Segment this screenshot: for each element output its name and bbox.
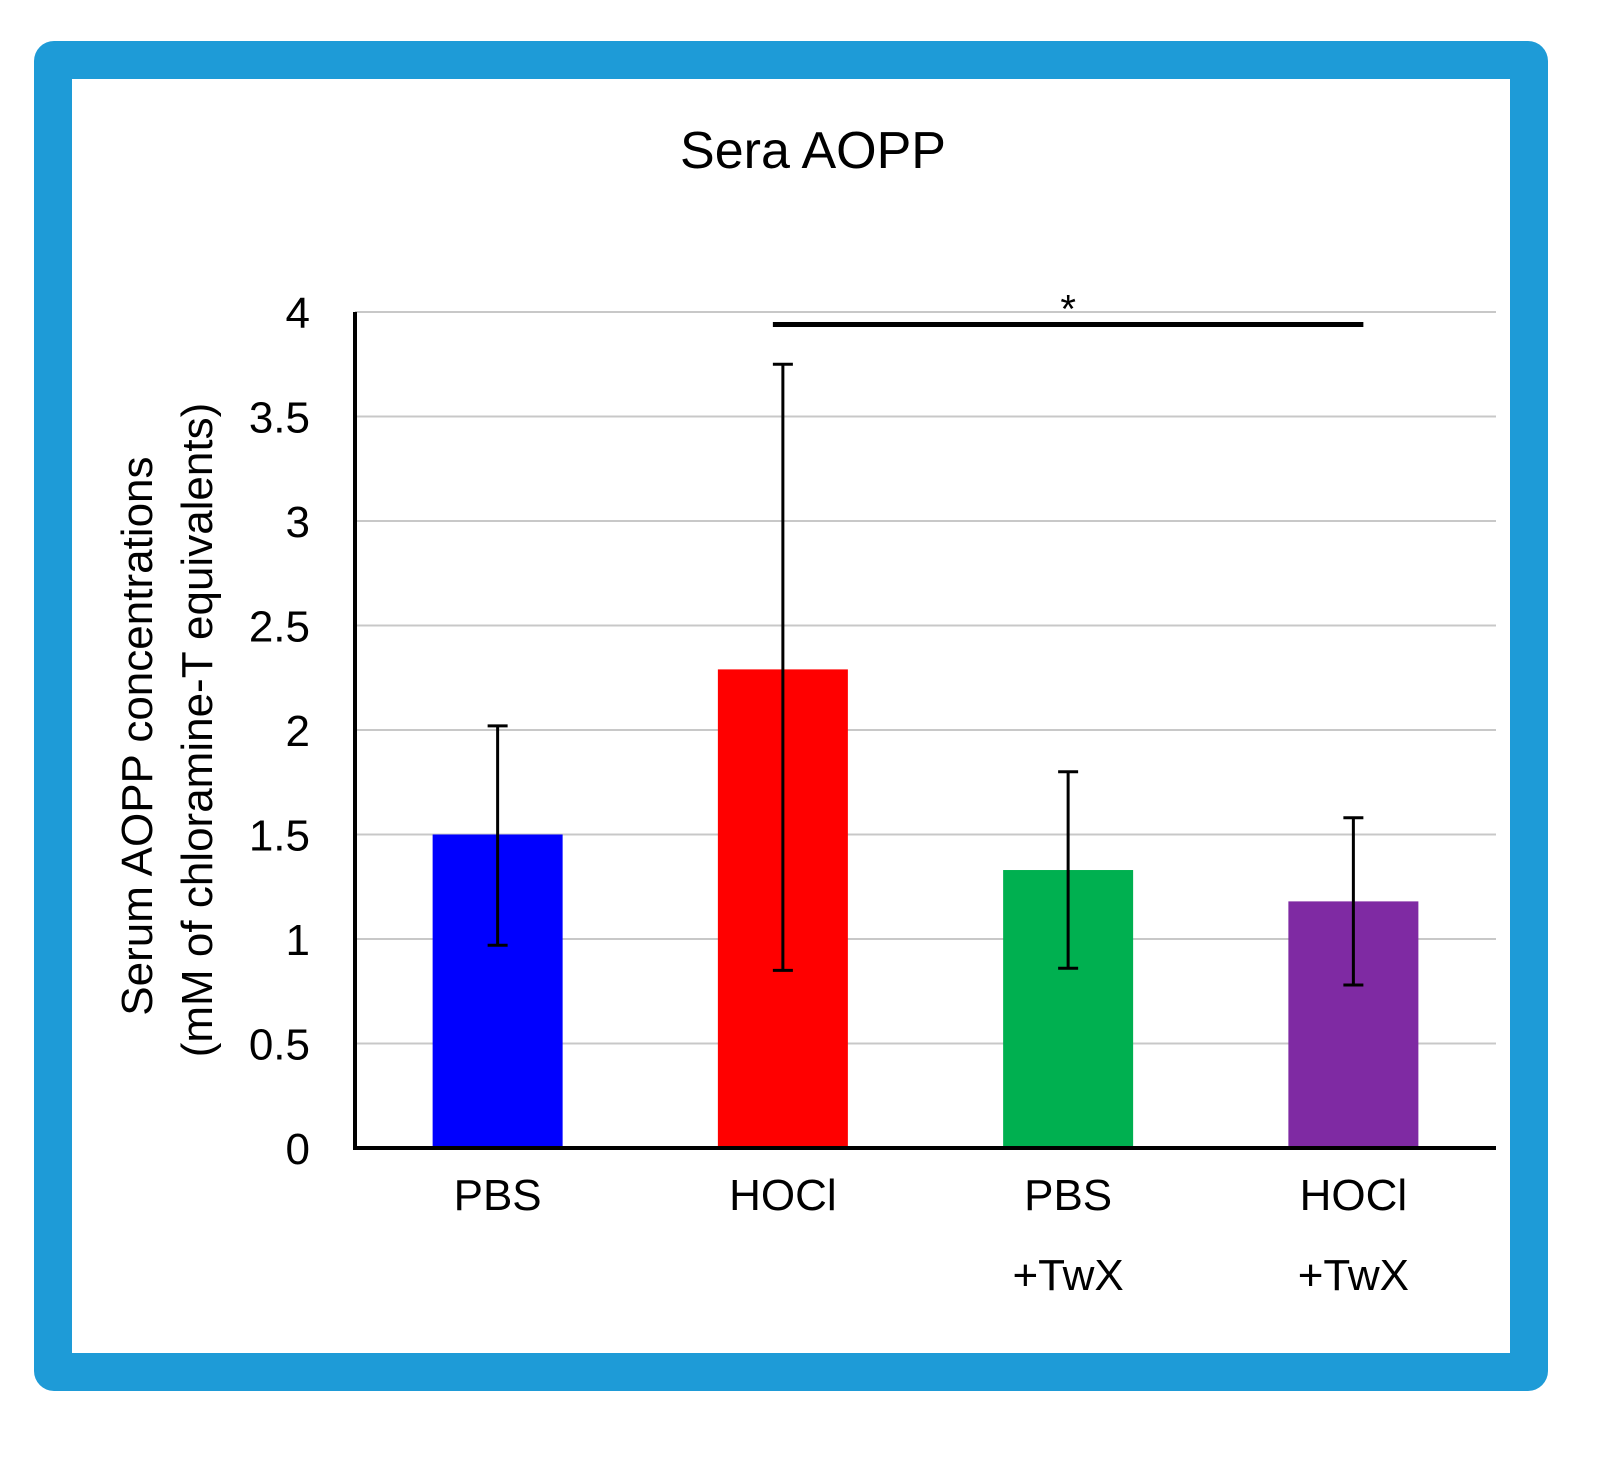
x-tick-labels: PBS HOCl PBS +TwX HOCl +TwX bbox=[454, 1171, 1409, 1300]
y-tick-label: 2.5 bbox=[249, 603, 310, 652]
axes bbox=[353, 312, 1496, 1150]
y-tick-label: 2 bbox=[286, 707, 310, 756]
y-axis-label-line-1: Serum AOPP concentrations bbox=[113, 456, 162, 1015]
error-bars bbox=[487, 362, 1364, 987]
x-tick-label-line: PBS bbox=[454, 1171, 542, 1220]
y-tick-label: 0 bbox=[286, 1125, 310, 1174]
y-tick-label: 4 bbox=[286, 289, 310, 338]
y-tick-label: 3.5 bbox=[249, 394, 310, 443]
bars bbox=[432, 669, 1419, 1148]
significance-bracket: * bbox=[772, 288, 1364, 332]
error-bar bbox=[487, 724, 508, 947]
error-bar bbox=[1058, 770, 1079, 970]
chart-title: Sera AOPP bbox=[680, 122, 946, 180]
x-tick-label-line: +TwX bbox=[1298, 1251, 1409, 1300]
x-tick-label-line: HOCl bbox=[729, 1171, 837, 1220]
x-tick-label-line: +TwX bbox=[1012, 1251, 1123, 1300]
y-tick-label: 0.5 bbox=[249, 1021, 310, 1070]
y-tick-label: 1.5 bbox=[249, 812, 310, 861]
significance-asterisk: * bbox=[1060, 288, 1076, 332]
chart-frame bbox=[34, 41, 1548, 1391]
y-tick-label: 1 bbox=[286, 916, 310, 965]
x-tick-label-line: HOCl bbox=[1300, 1171, 1408, 1220]
y-tick-labels: 0 0.5 1 1.5 2 2.5 3 3.5 4 bbox=[249, 289, 310, 1174]
x-tick-label: PBS +TwX bbox=[1012, 1171, 1123, 1300]
error-bar bbox=[1343, 816, 1364, 987]
error-bar bbox=[772, 362, 793, 972]
x-tick-label: HOCl bbox=[729, 1171, 837, 1220]
x-tick-label-line: PBS bbox=[1024, 1171, 1112, 1220]
y-axis-label: Serum AOPP concentrations (mM of chloram… bbox=[113, 403, 222, 1058]
x-tick-label: PBS bbox=[454, 1171, 542, 1220]
y-tick-label: 3 bbox=[286, 498, 310, 547]
x-tick-label: HOCl +TwX bbox=[1298, 1171, 1409, 1300]
y-axis-label-line-2: (mM of chloramine-T equivalents) bbox=[173, 403, 222, 1058]
